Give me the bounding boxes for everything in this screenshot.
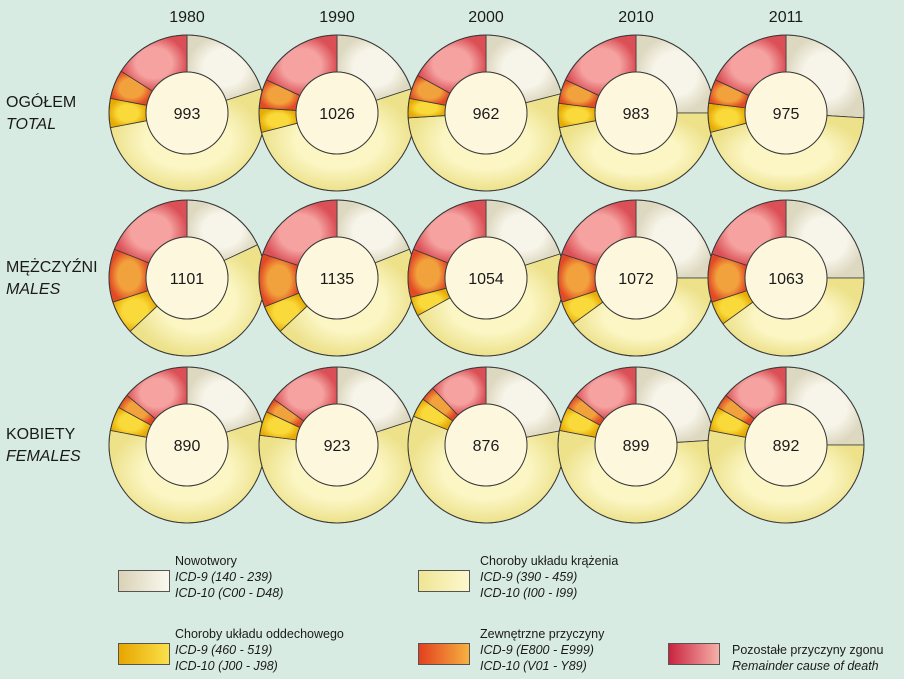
legend-swatch-neoplasms <box>118 570 170 592</box>
total-value: 923 <box>324 438 351 455</box>
donut-males-2000: 1054 <box>407 199 565 357</box>
legend-label-remainder-en: Remainder cause of death <box>732 659 879 673</box>
donut-center <box>744 403 828 487</box>
donut-center <box>145 236 229 320</box>
total-value: 1054 <box>468 271 504 288</box>
donut-females-1990: 923 <box>258 366 416 524</box>
legend-icd10-external: ICD-10 (V01 - Y89) <box>480 659 587 673</box>
donut-center <box>145 71 229 155</box>
donut-total-2000: 962 <box>407 34 565 192</box>
total-value: 892 <box>773 438 800 455</box>
donut-center <box>744 71 828 155</box>
donut-center <box>444 403 528 487</box>
total-value: 983 <box>623 106 650 123</box>
total-value: 890 <box>174 438 201 455</box>
donut-females-2011: 892 <box>707 366 865 524</box>
donut-males-1980: 1101 <box>108 199 266 357</box>
donut-chart-grid: 1980 1990 2000 2010 2011 OGÓŁEM TOTAL 993 1026 96… <box>6 9 865 524</box>
total-value: 1072 <box>618 271 654 288</box>
total-value: 962 <box>473 106 500 123</box>
row-label-en-males: MALES <box>6 281 61 298</box>
legend-label-external: Zewnętrzne przyczyny <box>480 627 605 641</box>
legend-icd10-neoplasms: ICD-10 (C00 - D48) <box>175 586 284 600</box>
donut-outline <box>707 34 865 192</box>
legend-swatch-respiratory <box>118 643 170 665</box>
year-label-1980: 1980 <box>169 9 205 26</box>
legend-label-respiratory: Choroby układu oddechowego <box>175 627 344 641</box>
donut-center <box>444 236 528 320</box>
donut-females-2000: 876 <box>407 366 565 524</box>
total-value: 1026 <box>319 106 355 123</box>
year-label-2011: 2011 <box>769 9 804 26</box>
total-value: 1135 <box>320 271 355 288</box>
total-value: 1101 <box>170 271 205 288</box>
donut-total-1990: 1026 <box>258 34 416 192</box>
year-label-2010: 2010 <box>618 9 654 26</box>
donut-center <box>295 403 379 487</box>
donut-females-2010: 899 <box>557 366 715 524</box>
legend-swatch-circulatory <box>418 570 470 592</box>
total-value: 993 <box>174 106 201 123</box>
donut-outline <box>707 199 865 357</box>
donut-center <box>594 236 678 320</box>
donut-males-2011: 1063 <box>707 199 865 357</box>
total-value: 876 <box>473 438 500 455</box>
donut-outline <box>707 366 865 524</box>
donut-females-1980: 890 <box>108 366 266 524</box>
legend-icd10-respiratory: ICD-10 (J00 - J98) <box>175 659 278 673</box>
row-label-total: OGÓŁEM <box>6 92 76 111</box>
legend-swatch-remainder <box>668 643 720 665</box>
total-value: 975 <box>773 106 800 123</box>
donut-center <box>744 236 828 320</box>
donut-center <box>594 71 678 155</box>
donut-center <box>145 403 229 487</box>
donut-males-1990: 1135 <box>258 199 416 357</box>
total-value: 899 <box>623 438 650 455</box>
donut-total-2010: 983 <box>557 34 715 192</box>
legend-icd10-circulatory: ICD-10 (I00 - I99) <box>480 586 578 600</box>
donut-total-2011: 975 <box>707 34 865 192</box>
legend-swatch-external <box>418 643 470 665</box>
donut-center <box>295 71 379 155</box>
row-label-en-females: FEMALES <box>6 448 81 465</box>
legend-label-circulatory: Choroby układu krążenia <box>480 554 619 568</box>
row-label-males: MĘŻCZYŹNI <box>6 257 98 276</box>
year-label-2000: 2000 <box>468 9 504 26</box>
year-label-1990: 1990 <box>319 9 355 26</box>
legend-label-remainder: Pozostałe przyczyny zgonu <box>732 643 884 657</box>
legend-label-neoplasms: Nowotwory <box>175 554 237 568</box>
donut-center <box>594 403 678 487</box>
donut-center <box>444 71 528 155</box>
legend-icd9-respiratory: ICD-9 (460 - 519) <box>175 643 273 657</box>
row-label-en-total: TOTAL <box>6 116 56 133</box>
legend-icd9-neoplasms: ICD-9 (140 - 239) <box>175 570 273 584</box>
donut-center <box>295 236 379 320</box>
legend-icd9-circulatory: ICD-9 (390 - 459) <box>480 570 578 584</box>
legend-icd9-external: ICD-9 (E800 - E999) <box>480 643 594 657</box>
row-label-females: KOBIETY <box>6 426 76 443</box>
total-value: 1063 <box>768 271 804 288</box>
